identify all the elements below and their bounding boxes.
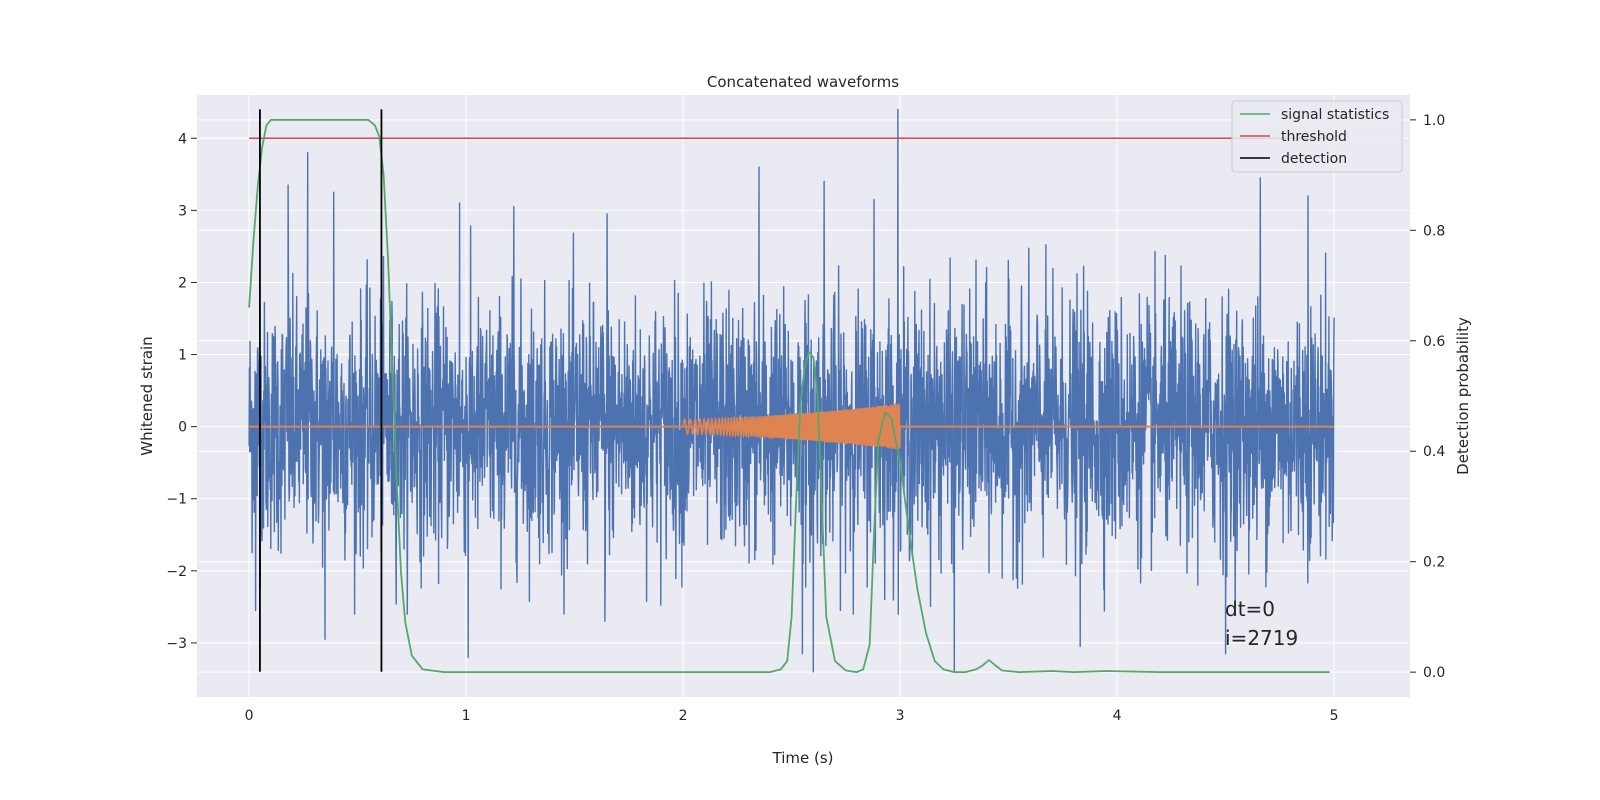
- x-tick-label: 3: [896, 708, 905, 724]
- legend-entry-threshold: threshold: [1240, 129, 1347, 145]
- y-tick-label: 2: [178, 275, 187, 291]
- template-chirp: [682, 403, 901, 450]
- y2-tick-label: 0.2: [1423, 555, 1445, 571]
- annotation-dt: dt=0: [1225, 597, 1275, 621]
- y-tick-label: 3: [178, 203, 187, 219]
- legend-entry-detection: detection: [1240, 151, 1347, 167]
- x-tick-label: 0: [245, 708, 254, 724]
- y2-tick-label: 1.0: [1423, 113, 1445, 129]
- chart-title: Concatenated waveforms: [707, 73, 899, 91]
- x-tick-label: 5: [1330, 708, 1339, 724]
- y-axis-label: Whitened strain: [138, 336, 156, 455]
- legend: signal statistics threshold detection: [1231, 100, 1403, 173]
- x-tick-label: 4: [1113, 708, 1122, 724]
- legend-entry-signal-statistics: signal statistics: [1240, 107, 1389, 123]
- y-axis-ticks: −3 −2 −1 0 1 2 3 4: [166, 131, 197, 652]
- y2-axis-label: Detection probability: [1454, 317, 1472, 475]
- y-tick-label: −2: [166, 564, 187, 580]
- signal-statistics-line: [248, 119, 1330, 673]
- y2-tick-label: 0.0: [1423, 665, 1445, 681]
- legend-label-threshold: threshold: [1281, 129, 1347, 145]
- strain-series: [248, 108, 1335, 673]
- x-axis-label: Time (s): [772, 749, 834, 767]
- y2-axis-ticks: 0.0 0.2 0.4 0.6 0.8 1.0: [1410, 113, 1445, 681]
- y-tick-label: 4: [178, 131, 187, 147]
- strain-line: [248, 108, 1335, 673]
- annotation-i: i=2719: [1225, 626, 1298, 650]
- legend-label-signal-statistics: signal statistics: [1281, 107, 1389, 123]
- y2-tick-label: 0.8: [1423, 223, 1445, 239]
- x-tick-label: 2: [679, 708, 688, 724]
- x-tick-label: 1: [462, 708, 471, 724]
- template-series: [249, 403, 1335, 450]
- signal-statistics-series: [248, 119, 1330, 673]
- y-tick-label: 0: [178, 420, 187, 436]
- detection-series: [259, 109, 383, 672]
- y-tick-label: 1: [178, 348, 187, 364]
- y2-tick-label: 0.6: [1423, 334, 1445, 350]
- x-axis-ticks: 0 1 2 3 4 5: [245, 708, 1339, 724]
- y-tick-label: −3: [166, 636, 187, 652]
- legend-label-detection: detection: [1281, 151, 1347, 167]
- legend-box: [1231, 100, 1403, 173]
- y2-tick-label: 0.4: [1423, 444, 1445, 460]
- y-tick-label: −1: [166, 492, 187, 508]
